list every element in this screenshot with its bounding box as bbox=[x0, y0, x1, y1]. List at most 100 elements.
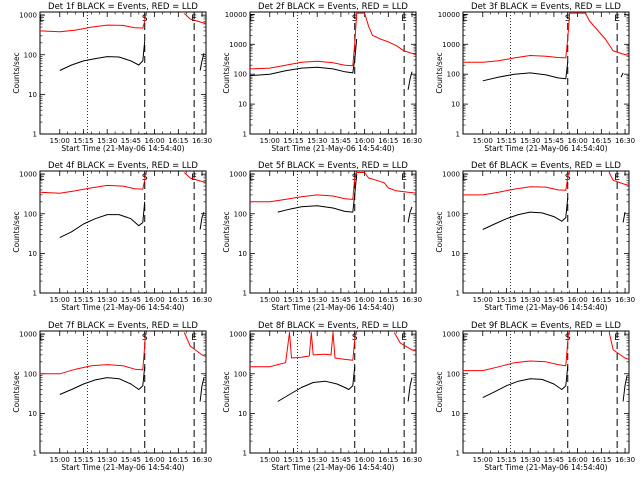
y-tick-label: 1 bbox=[456, 290, 460, 298]
panel-det-8: Det 8f BLACK = Events, RED = LLD 1 10 100 10… bbox=[222, 321, 422, 472]
x-tick-label: 15:15 bbox=[496, 137, 516, 145]
series-lld-line bbox=[40, 13, 206, 33]
x-axis-label: Start Time (21-May-06 14:54:40) bbox=[61, 144, 184, 153]
interval-marker: E bbox=[462, 14, 468, 24]
plot-frame bbox=[462, 11, 630, 135]
x-tick-label: 15:45 bbox=[331, 456, 351, 464]
x-tick-label: 15:45 bbox=[544, 456, 564, 464]
interval-marker: E bbox=[614, 173, 620, 183]
series-events-line bbox=[277, 366, 413, 402]
series-lld-line bbox=[463, 12, 629, 63]
y-tick-label: 10 bbox=[28, 410, 37, 418]
interval-marker: E bbox=[614, 333, 620, 343]
x-tick-label: 15:30 bbox=[97, 137, 117, 145]
x-tick-label: 15:45 bbox=[544, 137, 564, 145]
x-tick-label: 16:00 bbox=[145, 296, 165, 304]
interval-marker: E bbox=[614, 14, 620, 24]
y-tick-label: 10 bbox=[451, 101, 460, 109]
panel-det-1: Det 1f BLACK = Events, RED = LLD 1 10 100 10… bbox=[12, 2, 212, 153]
y-axis-label: Counts/sec bbox=[12, 371, 21, 412]
x-axis-label: Start Time (21-May-06 14:54:40) bbox=[61, 303, 184, 312]
series-events-line bbox=[277, 174, 413, 223]
x-tick-label: 16:15 bbox=[591, 456, 611, 464]
interval-marker: E bbox=[249, 333, 255, 343]
x-tick-label: 16:00 bbox=[355, 456, 375, 464]
y-tick-label: 10000 bbox=[438, 11, 460, 19]
x-axis-label: Start Time (21-May-06 14:54:40) bbox=[484, 303, 607, 312]
y-tick-label: 100 bbox=[24, 210, 37, 218]
x-tick-label: 15:45 bbox=[121, 296, 141, 304]
y-tick-label: 1000 bbox=[442, 171, 460, 179]
y-tick-label: 1 bbox=[33, 290, 37, 298]
interval-marker: E bbox=[401, 333, 407, 343]
y-tick-label: 100 bbox=[447, 71, 460, 79]
panel-title: Det 2f BLACK = Events, RED = LLD bbox=[258, 2, 408, 12]
x-tick-label: 16:00 bbox=[568, 137, 588, 145]
y-tick-label: 10 bbox=[451, 410, 460, 418]
interval-marker: E bbox=[39, 14, 45, 24]
y-axis-label: Counts/sec bbox=[435, 211, 444, 252]
interval-marker: E bbox=[249, 14, 255, 24]
plot-frame bbox=[462, 170, 630, 294]
series-events-line bbox=[59, 366, 205, 402]
plot-frame bbox=[39, 170, 207, 294]
x-tick-label: 15:45 bbox=[331, 137, 351, 145]
y-tick-label: 100 bbox=[447, 210, 460, 218]
interval-marker: S bbox=[352, 14, 358, 24]
series-group bbox=[40, 172, 206, 239]
panel-title: Det 1f BLACK = Events, RED = LLD bbox=[48, 2, 198, 12]
y-tick-label: 1000 bbox=[442, 41, 460, 49]
panel-det-6: Det 6f BLACK = Events, RED = LLD 1 10 100 10… bbox=[435, 161, 635, 312]
x-tick-label: 15:15 bbox=[73, 296, 93, 304]
interval-marker: E bbox=[191, 14, 197, 24]
x-tick-label: 15:45 bbox=[121, 456, 141, 464]
series-group bbox=[250, 12, 416, 90]
x-tick-label: 15:00 bbox=[473, 456, 493, 464]
series-group bbox=[40, 13, 206, 71]
x-tick-label: 15:00 bbox=[473, 137, 493, 145]
series-group bbox=[250, 332, 416, 402]
panel-det-7: Det 7f BLACK = Events, RED = LLD 1 10 100 10… bbox=[12, 321, 212, 472]
x-axis-label: Start Time (21-May-06 14:54:40) bbox=[271, 463, 394, 472]
y-tick-label: 1 bbox=[33, 450, 37, 458]
panel-title: Det 9f BLACK = Events, RED = LLD bbox=[471, 321, 621, 331]
y-tick-label: 10 bbox=[28, 91, 37, 99]
y-tick-label: 1 bbox=[243, 131, 247, 139]
y-axis-label: Counts/sec bbox=[435, 371, 444, 412]
panel-title: Det 7f BLACK = Events, RED = LLD bbox=[48, 321, 198, 331]
x-tick-label: 16:30 bbox=[192, 296, 212, 304]
interval-marker: E bbox=[191, 173, 197, 183]
x-axis-label: Start Time (21-May-06 14:54:40) bbox=[271, 303, 394, 312]
series-group bbox=[463, 172, 629, 230]
y-tick-label: 1000 bbox=[19, 331, 37, 339]
y-tick-label: 100 bbox=[234, 370, 247, 378]
x-tick-label: 15:45 bbox=[544, 296, 564, 304]
series-lld-line bbox=[250, 12, 416, 70]
x-tick-label: 16:30 bbox=[192, 137, 212, 145]
x-tick-label: 16:15 bbox=[168, 456, 188, 464]
y-tick-label: 100 bbox=[234, 71, 247, 79]
x-tick-label: 16:30 bbox=[402, 137, 422, 145]
x-axis-label: Start Time (21-May-06 14:54:40) bbox=[61, 463, 184, 472]
x-tick-label: 15:45 bbox=[331, 296, 351, 304]
series-events-line bbox=[482, 62, 624, 82]
x-tick-label: 15:15 bbox=[73, 456, 93, 464]
series-group bbox=[40, 332, 206, 402]
panel-title: Det 3f BLACK = Events, RED = LLD bbox=[471, 2, 621, 12]
x-tick-label: 15:15 bbox=[283, 296, 303, 304]
series-lld-line bbox=[463, 172, 629, 196]
x-tick-label: 16:30 bbox=[402, 296, 422, 304]
y-tick-label: 1 bbox=[243, 450, 247, 458]
series-lld-line bbox=[40, 172, 206, 194]
y-tick-label: 100 bbox=[234, 210, 247, 218]
y-tick-label: 10 bbox=[238, 101, 247, 109]
x-axis-label: Start Time (21-May-06 14:54:40) bbox=[484, 463, 607, 472]
x-tick-label: 15:30 bbox=[307, 137, 327, 145]
y-tick-label: 1 bbox=[33, 131, 37, 139]
y-tick-label: 1 bbox=[243, 290, 247, 298]
panel-title: Det 5f BLACK = Events, RED = LLD bbox=[258, 161, 408, 171]
panel-title: Det 8f BLACK = Events, RED = LLD bbox=[258, 321, 408, 331]
interval-marker: E bbox=[401, 173, 407, 183]
x-tick-label: 15:00 bbox=[260, 296, 280, 304]
series-group bbox=[250, 172, 416, 223]
